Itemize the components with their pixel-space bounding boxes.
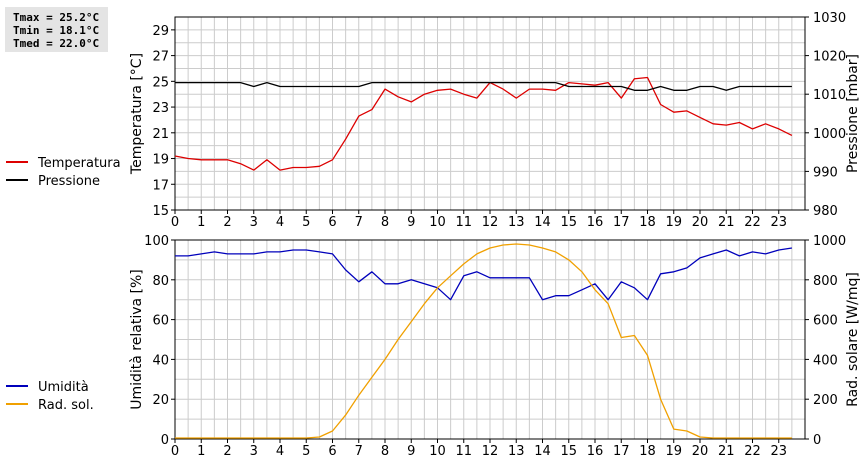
- x-tick-label: 15: [560, 444, 577, 459]
- x-tick-label: 18: [639, 215, 656, 230]
- x-tick-label: 20: [692, 444, 709, 459]
- y2-axis-label: Rad. solare [W/mq]: [845, 272, 860, 407]
- x-tick-label: 12: [482, 444, 499, 459]
- stats-box: Tmax = 25.2°C Tmin = 18.1°C Tmed = 22.0°…: [5, 7, 108, 52]
- x-tick-label: 22: [744, 215, 761, 230]
- tmin-text: Tmin = 18.1°C: [13, 24, 100, 37]
- y2-tick-label: 600: [813, 314, 838, 329]
- series-line-pressione: [175, 81, 792, 91]
- x-tick-label: 17: [613, 215, 630, 230]
- y2-axis-label: Pressione [mbar]: [845, 54, 860, 173]
- series-line-temperatura: [174, 76, 793, 171]
- y-tick-label: 23: [152, 101, 169, 116]
- x-tick-label: 8: [381, 215, 389, 230]
- x-tick-label: 20: [692, 215, 709, 230]
- y-tick-label: 15: [152, 204, 169, 219]
- x-tick-label: 22: [744, 444, 761, 459]
- x-tick-label: 0: [171, 215, 179, 230]
- series-line-umidit-: [175, 247, 792, 301]
- x-tick-label: 4: [276, 215, 284, 230]
- x-tick-label: 14: [534, 444, 551, 459]
- y2-tick-label: 1000: [813, 127, 846, 142]
- y-axis-label: Umidità relativa [%]: [129, 269, 145, 410]
- y-tick-label: 19: [152, 153, 169, 168]
- legend-label: Umidità: [38, 380, 89, 395]
- x-tick-label: 21: [718, 215, 735, 230]
- x-tick-label: 4: [276, 444, 284, 459]
- y-axis-label: Temperatura [°C]: [129, 53, 145, 175]
- tmax-text: Tmax = 25.2°C: [13, 11, 100, 24]
- x-tick-label: 17: [613, 444, 630, 459]
- x-tick-label: 5: [302, 215, 310, 230]
- x-tick-label: 1: [197, 444, 205, 459]
- y2-tick-label: 0: [813, 433, 821, 448]
- series-line-rad-sol-: [175, 243, 792, 439]
- x-tick-label: 13: [508, 215, 525, 230]
- y-tick-label: 80: [152, 274, 169, 289]
- y-tick-label: 17: [152, 178, 169, 193]
- y-tick-label: 20: [152, 393, 169, 408]
- x-tick-label: 7: [355, 444, 363, 459]
- x-tick-label: 2: [223, 215, 231, 230]
- y2-tick-label: 980: [813, 204, 838, 219]
- y-tick-label: 40: [152, 353, 169, 368]
- x-tick-label: 19: [665, 444, 682, 459]
- x-tick-label: 18: [639, 444, 656, 459]
- x-tick-label: 13: [508, 444, 525, 459]
- x-tick-label: 12: [482, 215, 499, 230]
- x-tick-label: 16: [587, 215, 604, 230]
- x-tick-label: 16: [587, 444, 604, 459]
- x-tick-label: 11: [455, 215, 472, 230]
- y2-tick-label: 990: [813, 165, 838, 180]
- y2-tick-label: 1030: [813, 11, 846, 26]
- x-tick-label: 15: [560, 215, 577, 230]
- y-tick-label: 0: [161, 433, 169, 448]
- x-tick-label: 0: [171, 444, 179, 459]
- y-tick-label: 27: [152, 50, 169, 65]
- y-tick-label: 29: [152, 24, 169, 39]
- legend-label: Rad. sol.: [38, 398, 94, 413]
- x-tick-label: 9: [407, 215, 415, 230]
- legend-label: Pressione: [38, 174, 100, 189]
- x-tick-label: 23: [770, 215, 787, 230]
- x-tick-label: 2: [223, 444, 231, 459]
- x-tick-label: 6: [328, 444, 336, 459]
- x-tick-label: 10: [429, 215, 446, 230]
- y2-tick-label: 800: [813, 274, 838, 289]
- y-tick-label: 21: [152, 127, 169, 142]
- tmed-text: Tmed = 22.0°C: [13, 37, 100, 50]
- x-tick-label: 8: [381, 444, 389, 459]
- x-tick-label: 19: [665, 215, 682, 230]
- y2-tick-label: 400: [813, 353, 838, 368]
- legend-label: Temperatura: [37, 156, 121, 171]
- y2-tick-label: 1020: [813, 50, 846, 65]
- x-tick-label: 1: [197, 215, 205, 230]
- y2-tick-label: 200: [813, 393, 838, 408]
- x-tick-label: 11: [455, 444, 472, 459]
- x-tick-label: 3: [250, 444, 258, 459]
- y2-tick-label: 1000: [813, 234, 846, 249]
- x-tick-label: 3: [250, 215, 258, 230]
- x-tick-label: 23: [770, 444, 787, 459]
- y-tick-label: 100: [144, 234, 169, 249]
- x-tick-label: 14: [534, 215, 551, 230]
- y-tick-label: 60: [152, 314, 169, 329]
- chart-panel-1: 0 1 2 3 4 5 6 7 8 9 10 11 12 13 14 15 16 17 18 19 20 21 22 2315…: [6, 11, 860, 230]
- y2-tick-label: 1010: [813, 88, 846, 103]
- x-tick-label: 5: [302, 444, 310, 459]
- x-tick-label: 6: [328, 215, 336, 230]
- y-tick-label: 25: [152, 75, 169, 90]
- chart-panel-2: 0 1 2 3 4 5 6 7 8 9 10 11 12 13 14 15 16 17 18 19 20 21 22 2302…: [6, 234, 860, 459]
- x-tick-label: 7: [355, 215, 363, 230]
- x-tick-label: 10: [429, 444, 446, 459]
- x-tick-label: 9: [407, 444, 415, 459]
- x-tick-label: 21: [718, 444, 735, 459]
